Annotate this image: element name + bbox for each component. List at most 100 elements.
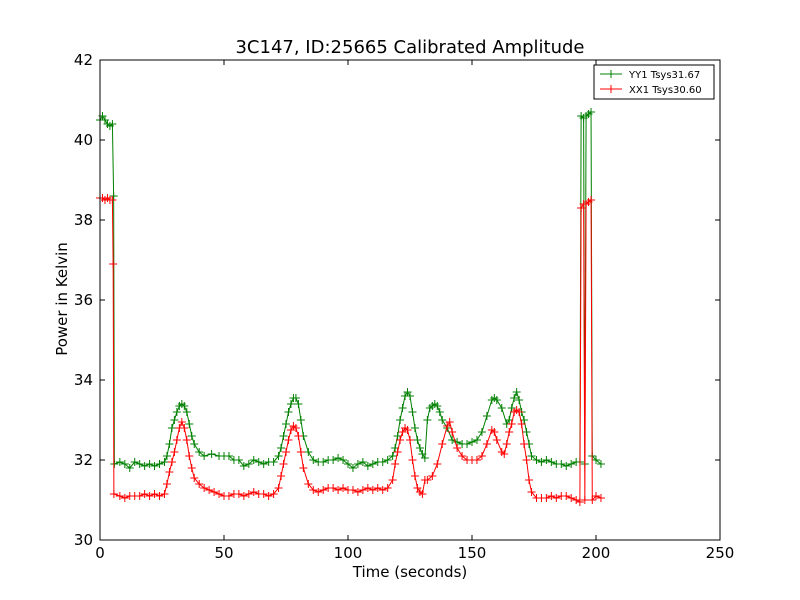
y-axis-label: Power in Kelvin — [53, 242, 71, 356]
data-point — [492, 436, 501, 444]
data-point — [282, 420, 290, 428]
data-point — [274, 484, 283, 492]
data-point — [482, 412, 491, 420]
data-point — [453, 444, 462, 452]
data-point — [108, 120, 117, 128]
data-point — [140, 462, 149, 470]
chart-title: 3C147, ID:25665 Calibrated Amplitude — [235, 37, 584, 58]
data-point — [396, 436, 405, 444]
data-point — [547, 458, 556, 466]
data-point — [547, 492, 556, 500]
data-point — [135, 492, 144, 500]
data-point — [587, 108, 596, 116]
data-point — [415, 444, 424, 452]
data-point — [403, 426, 412, 434]
data-point — [249, 456, 258, 464]
data-point — [269, 490, 278, 498]
data-point — [239, 492, 248, 500]
data-point — [182, 408, 191, 416]
data-point — [210, 488, 219, 496]
data-point — [408, 456, 417, 464]
data-point — [145, 460, 154, 468]
data-point — [388, 476, 397, 484]
data-point — [435, 408, 444, 416]
data-point — [358, 486, 367, 494]
data-point — [160, 490, 169, 498]
data-point — [408, 408, 417, 416]
data-point — [482, 440, 491, 448]
y-tick-label: 40 — [74, 131, 93, 149]
data-point — [115, 458, 124, 466]
data-point — [575, 498, 584, 506]
data-point — [348, 486, 357, 494]
data-point — [500, 450, 509, 458]
data-point — [162, 480, 171, 488]
x-tick-label: 50 — [214, 544, 233, 562]
data-point — [448, 428, 457, 436]
x-tick-label: 200 — [582, 544, 611, 562]
data-point — [120, 494, 129, 502]
y-tick-label: 38 — [74, 211, 93, 229]
data-point — [410, 472, 419, 480]
data-point — [244, 460, 253, 468]
data-point — [353, 460, 362, 468]
data-point — [383, 456, 392, 464]
data-point — [588, 496, 597, 504]
data-point — [537, 458, 546, 466]
data-point — [180, 424, 189, 432]
data-point — [344, 460, 352, 468]
data-point — [587, 196, 596, 204]
series-2 — [96, 194, 605, 506]
data-point — [596, 460, 605, 468]
data-point — [135, 460, 144, 468]
data-point — [177, 418, 186, 426]
data-point — [277, 444, 286, 452]
data-point — [433, 402, 442, 410]
data-point — [234, 456, 243, 464]
data-point — [299, 464, 308, 472]
data-point — [463, 440, 472, 448]
data-point — [259, 460, 268, 468]
series-line — [100, 197, 602, 503]
data-point — [170, 448, 179, 456]
data-point — [155, 492, 164, 500]
legend-label: YY1 Tsys31.67 — [628, 70, 700, 81]
data-point — [525, 476, 534, 484]
data-point — [373, 484, 382, 492]
data-point — [363, 462, 372, 470]
data-point — [172, 436, 181, 444]
data-point — [205, 486, 214, 494]
data-point — [180, 402, 189, 410]
data-point — [517, 420, 526, 428]
data-point — [314, 488, 323, 496]
data-point — [580, 496, 589, 504]
y-tick-label: 32 — [74, 451, 93, 469]
data-point — [396, 416, 405, 424]
data-point — [296, 416, 305, 424]
data-point — [182, 436, 191, 444]
data-point — [398, 404, 407, 412]
data-point — [110, 460, 119, 468]
data-point — [388, 452, 397, 460]
data-point — [557, 460, 566, 468]
data-point — [224, 492, 233, 500]
data-point — [542, 456, 551, 464]
data-point — [195, 448, 204, 456]
data-point — [433, 460, 442, 468]
data-point — [165, 440, 174, 448]
data-point — [329, 456, 338, 464]
plot-frame — [99, 59, 721, 541]
data-point — [309, 456, 318, 464]
data-point — [423, 416, 432, 424]
y-tick-label: 34 — [74, 371, 93, 389]
data-point — [294, 432, 303, 440]
data-point — [438, 416, 447, 424]
legend-marker — [607, 85, 615, 93]
legend: YY1 Tsys31.67 XX1 Tsys30.60 — [593, 64, 715, 100]
data-point — [572, 496, 581, 504]
data-point — [567, 494, 576, 502]
data-point — [420, 454, 429, 462]
x-tick-label: 0 — [95, 544, 105, 562]
data-point — [108, 196, 117, 204]
data-point — [329, 484, 338, 492]
